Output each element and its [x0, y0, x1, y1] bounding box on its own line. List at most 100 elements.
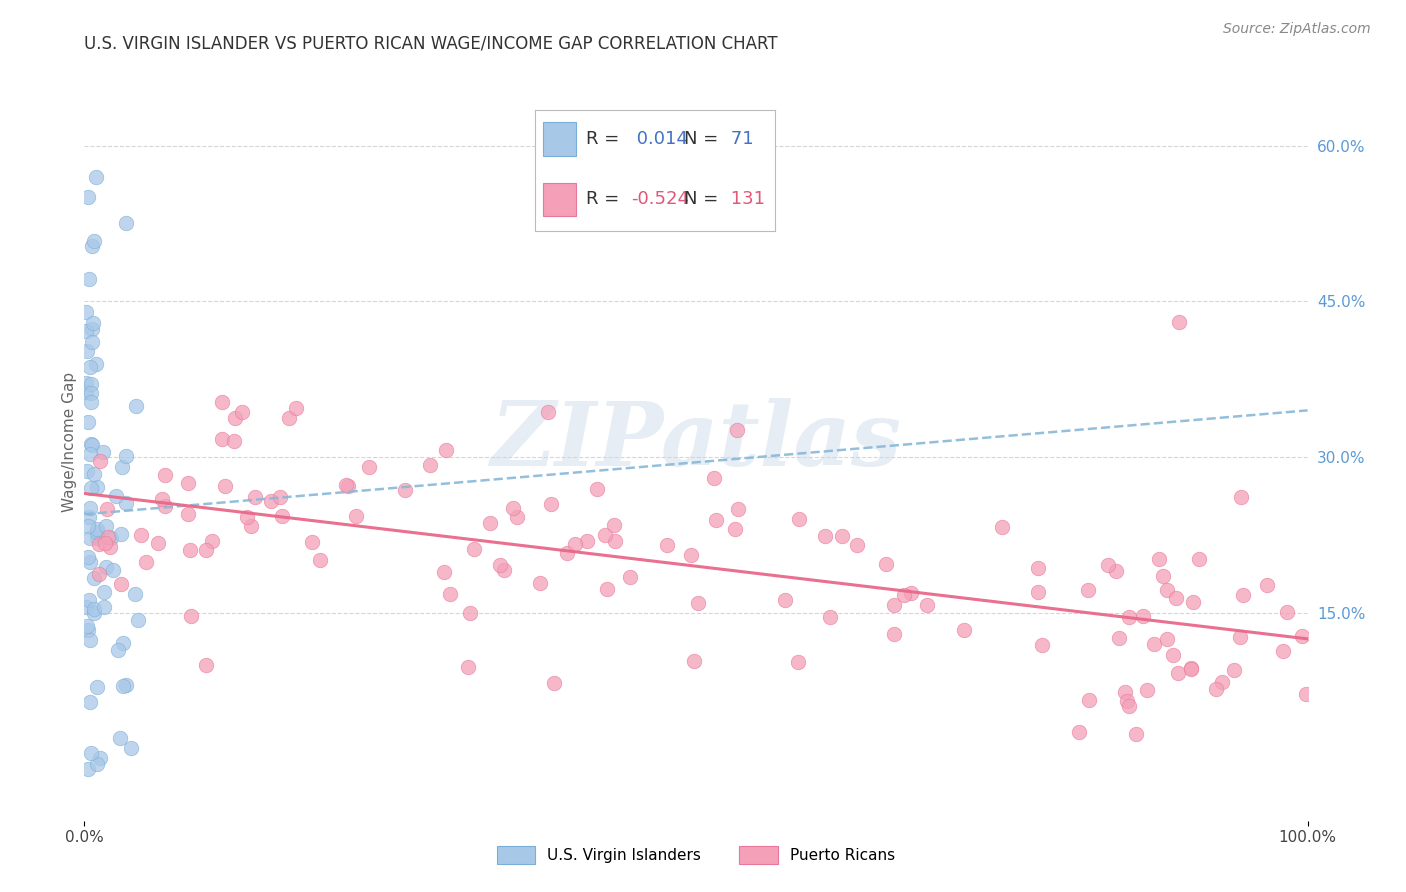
Point [335, 478, 357, 492]
Point [529, 576, 551, 591]
Point [135, 555, 157, 569]
Point [1114, 685, 1136, 699]
Point [94, 518, 117, 533]
Point [1152, 568, 1174, 582]
Point [845, 538, 868, 552]
Point [83, 467, 105, 482]
Point [1097, 558, 1119, 573]
Point [489, 558, 512, 572]
Point [1291, 629, 1313, 643]
Point [146, 535, 169, 549]
Point [1143, 637, 1166, 651]
Point [80, 481, 103, 495]
Point [1031, 638, 1053, 652]
Point [97, 530, 120, 544]
Point [87, 567, 110, 582]
Point [502, 501, 524, 516]
Text: -0.524: -0.524 [631, 190, 689, 209]
Point [1275, 605, 1298, 619]
Point [124, 587, 146, 601]
Text: 0.014: 0.014 [631, 130, 688, 148]
Point [463, 541, 485, 556]
Point [80, 438, 103, 452]
Point [359, 460, 381, 475]
Point [98, 540, 121, 554]
Point [111, 636, 134, 650]
Point [83, 571, 105, 585]
Point [77, 592, 100, 607]
Point [883, 626, 905, 640]
Point [153, 500, 176, 514]
Point [101, 563, 124, 577]
Point [1229, 490, 1251, 504]
Point [83, 234, 105, 248]
Point [419, 458, 441, 472]
Point [80, 437, 103, 451]
Point [86, 680, 108, 694]
Point [127, 613, 149, 627]
Point [75, 600, 97, 615]
Point [1026, 561, 1049, 575]
Point [1180, 662, 1202, 676]
Point [773, 593, 796, 607]
Point [1108, 631, 1130, 645]
Y-axis label: Wage/Income Gap: Wage/Income Gap [62, 371, 77, 512]
Point [86, 524, 108, 539]
Point [540, 497, 562, 511]
Point [725, 423, 748, 437]
Point [86, 756, 108, 771]
Point [129, 528, 152, 542]
Point [436, 442, 458, 457]
Point [820, 610, 842, 624]
Point [814, 529, 837, 543]
Point [1077, 582, 1099, 597]
Point [1118, 698, 1140, 713]
Point [703, 471, 725, 485]
Point [1078, 693, 1101, 707]
Point [1026, 584, 1049, 599]
Point [120, 740, 142, 755]
Point [236, 510, 259, 524]
Point [1164, 591, 1187, 605]
Point [211, 394, 233, 409]
Point [80, 322, 103, 336]
Point [1156, 632, 1178, 646]
Point [114, 496, 136, 510]
Point [1069, 725, 1091, 739]
Point [787, 655, 810, 669]
Point [688, 596, 710, 610]
Point [112, 679, 135, 693]
Point [586, 482, 609, 496]
Point [75, 324, 97, 338]
Point [704, 513, 727, 527]
Point [77, 762, 100, 776]
Point [114, 450, 136, 464]
Point [79, 448, 101, 462]
Point [506, 510, 529, 524]
Point [86, 480, 108, 494]
Point [100, 532, 122, 546]
Point [883, 598, 905, 612]
Point [596, 582, 619, 596]
Point [991, 520, 1014, 534]
Text: R =: R = [586, 130, 624, 148]
Text: 71: 71 [724, 130, 754, 148]
Point [89, 537, 111, 551]
Point [111, 460, 134, 475]
Point [1136, 683, 1159, 698]
Point [243, 490, 266, 504]
Point [80, 386, 103, 401]
Point [1116, 694, 1139, 708]
Point [564, 536, 586, 550]
Point [177, 508, 200, 522]
Point [80, 335, 103, 350]
FancyBboxPatch shape [543, 183, 576, 216]
Text: 131: 131 [724, 190, 765, 209]
Point [211, 432, 233, 446]
Point [1147, 552, 1170, 566]
Text: ZIPatlas: ZIPatlas [491, 399, 901, 484]
Point [439, 587, 461, 601]
Point [201, 533, 224, 548]
Point [76, 190, 98, 204]
Point [1229, 630, 1251, 644]
